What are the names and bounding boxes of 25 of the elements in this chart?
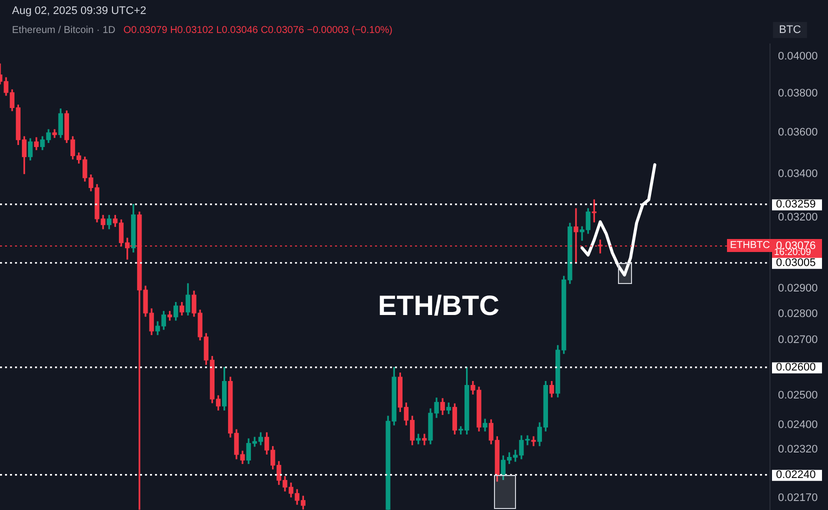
y-tick-label: 0.03600	[778, 126, 818, 139]
text: BTC	[773, 22, 807, 38]
ref-line-label: 0.02240	[776, 468, 816, 481]
y-tick-label: 0.02500	[778, 390, 818, 402]
y-tick-label: 0.02700	[778, 334, 818, 346]
annotation: ETHBTC	[727, 239, 773, 252]
y-tick-label: 0.02900	[778, 282, 818, 295]
candlestick	[52, 129, 57, 138]
y-tick-label: 0.03400	[778, 168, 818, 180]
y-tick-label: 0.04000	[778, 50, 818, 63]
chart-subtitle: O0.03079 H0.03102 L0.03046 C0.03076 −0.00003 (−0.10%)	[123, 25, 392, 36]
chart-title: Ethereum / Bitcoin · 1D	[12, 25, 116, 36]
annotation: ETH/BTC	[378, 290, 500, 322]
text: Aug 02, 2025 09:39 UTC+2	[12, 5, 146, 17]
ref-line-label: 0.03005	[776, 256, 816, 269]
ref-line-label: 0.03259	[776, 198, 816, 210]
y-tick-label: 0.02400	[778, 419, 818, 432]
y-tick-label: 0.03800	[778, 88, 818, 100]
candlestick	[531, 436, 536, 446]
text: 16:20:09	[774, 247, 811, 258]
y-tick-label: 0.03200	[778, 212, 818, 224]
ref-line-label: 0.02600	[776, 361, 816, 374]
y-tick-label: 0.02170	[778, 492, 818, 504]
y-tick-label: 0.02800	[778, 308, 818, 320]
y-tick-label: 0.02320	[778, 444, 818, 456]
